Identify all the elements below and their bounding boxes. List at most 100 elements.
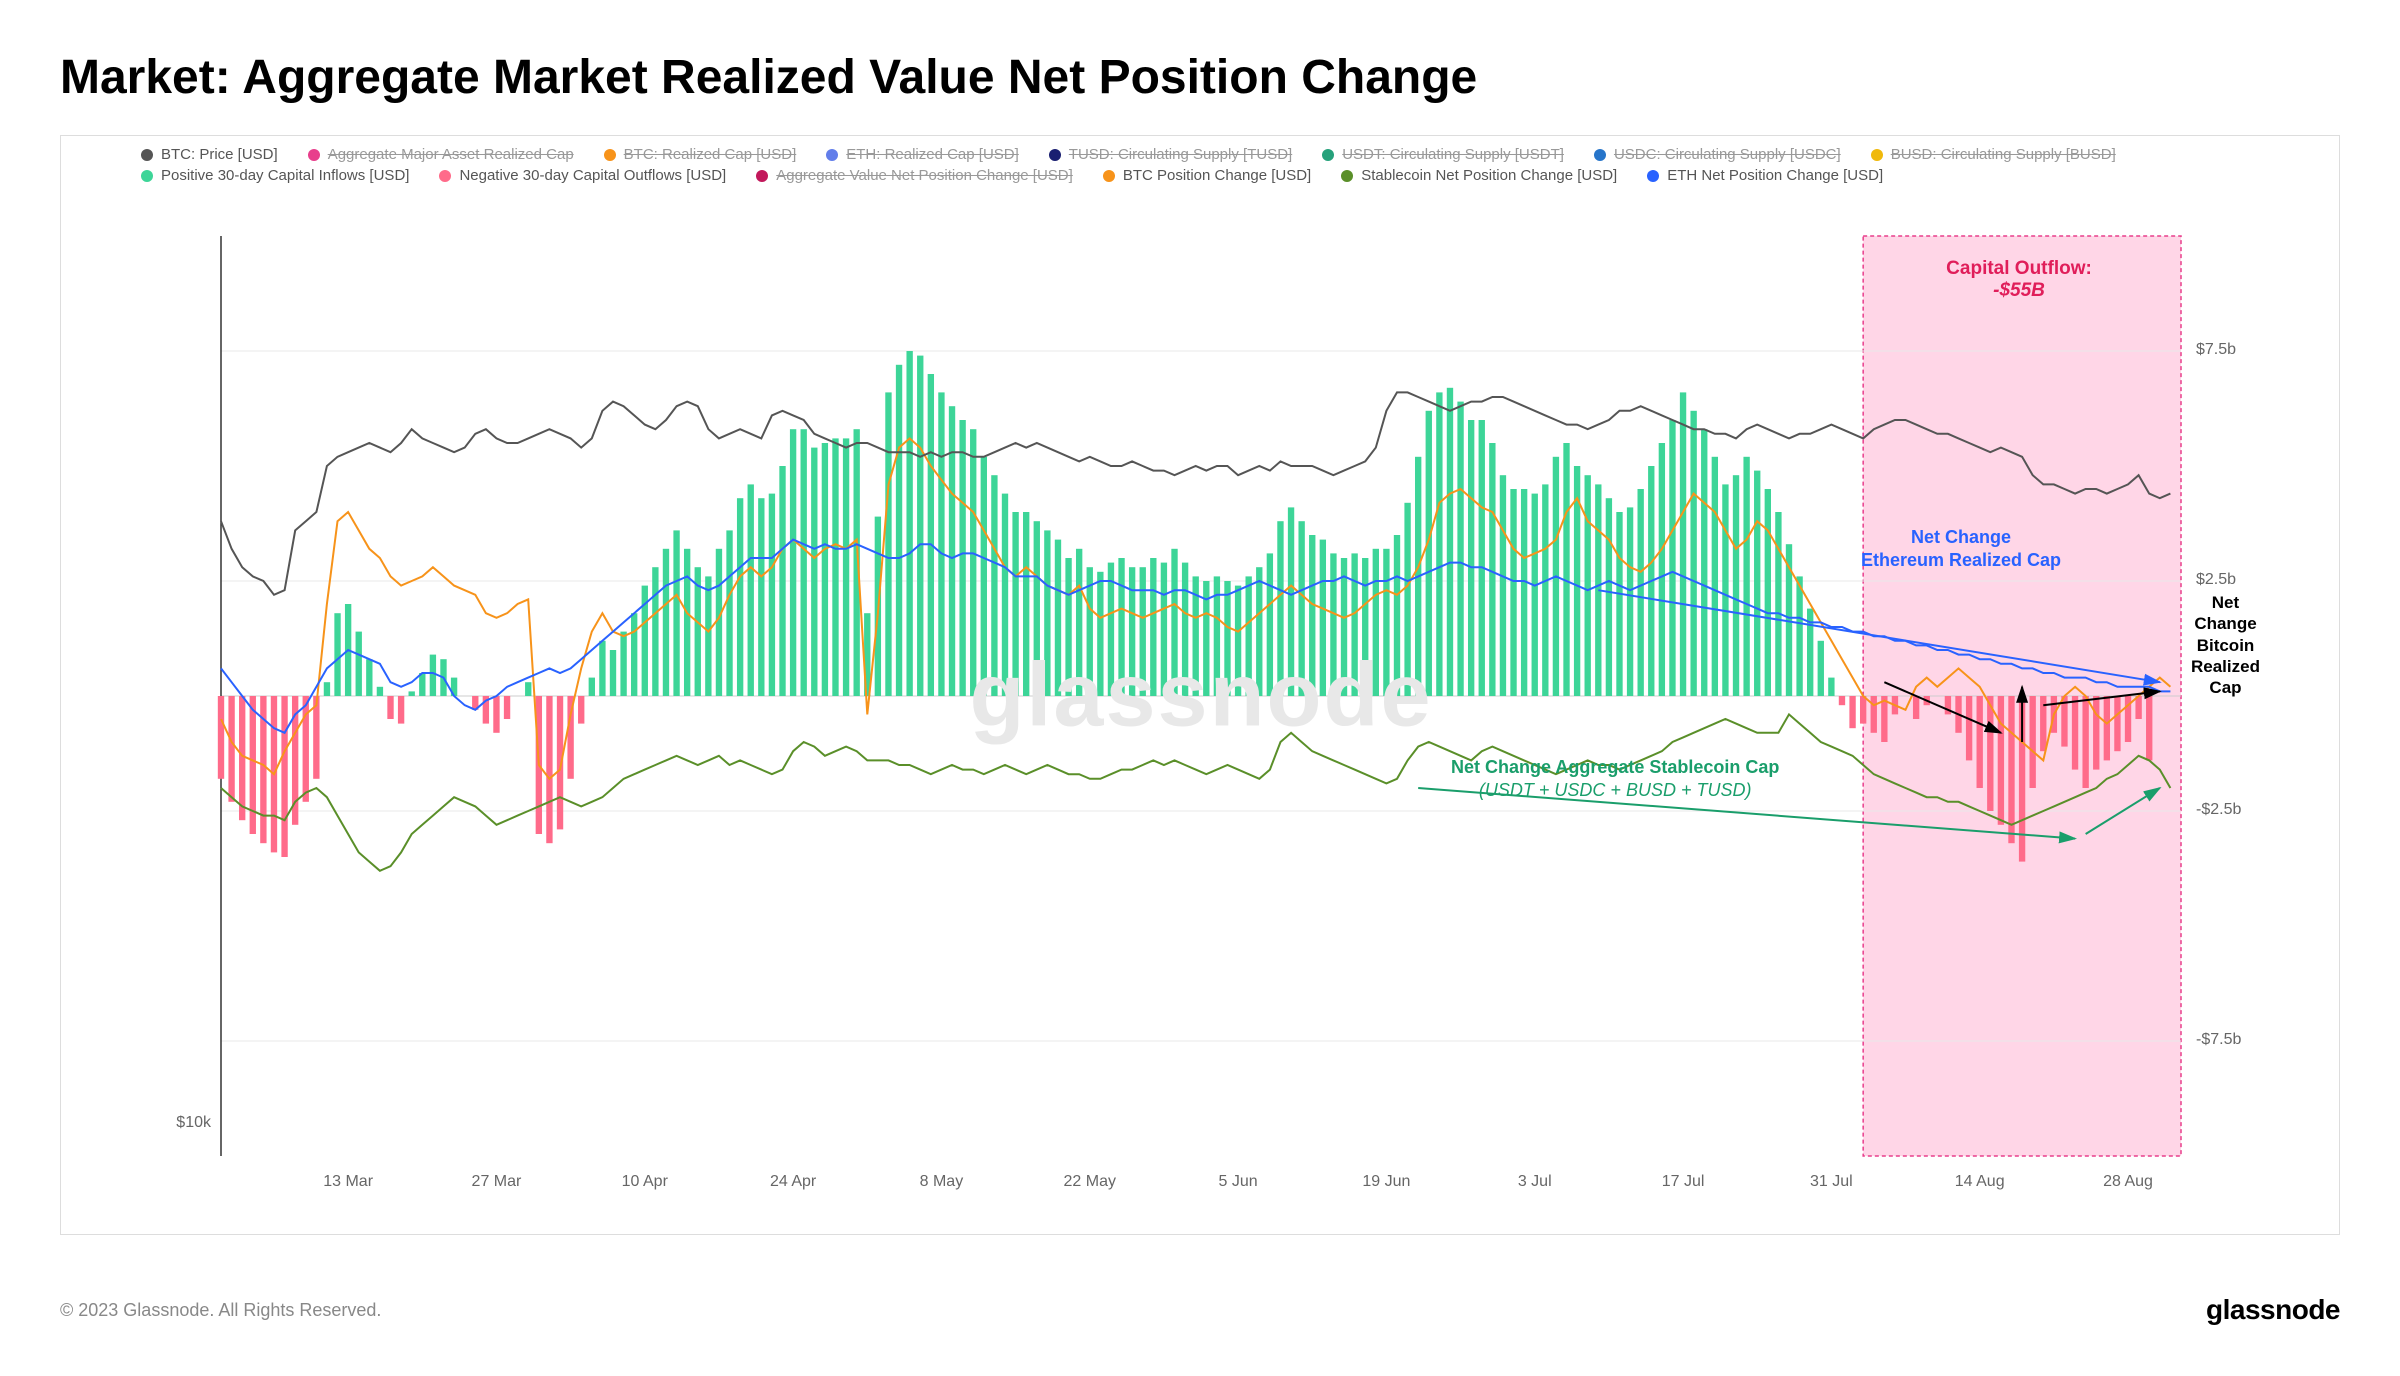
chart-container: BTC: Price [USD] Aggregate Major Asset Re…	[60, 135, 2340, 1235]
bar	[1065, 558, 1071, 696]
legend-item[interactable]: Aggregate Value Net Position Change [USD…	[756, 167, 1073, 184]
legend-label: Positive 30-day Capital Inflows [USD]	[161, 167, 409, 184]
legend-label: BTC Position Change [USD]	[1123, 167, 1311, 184]
legend-label: Negative 30-day Capital Outflows [USD]	[459, 167, 726, 184]
bar	[356, 632, 362, 696]
y-right-tick-label: $7.5b	[2196, 341, 2266, 359]
bar	[1341, 558, 1347, 696]
bar	[1966, 696, 1972, 760]
bar	[1245, 576, 1251, 696]
y-left-tick-label: $10k	[161, 1114, 211, 1132]
bar	[525, 682, 531, 696]
bar	[906, 351, 912, 696]
bar	[1860, 696, 1866, 724]
bar	[1796, 576, 1802, 696]
legend-item[interactable]: USDC: Circulating Supply [USDC]	[1594, 146, 1841, 163]
bar	[2114, 696, 2120, 751]
legend-item[interactable]: Negative 30-day Capital Outflows [USD]	[439, 167, 726, 184]
bar	[1267, 553, 1273, 696]
bar	[1161, 563, 1167, 696]
page-title: Market: Aggregate Market Realized Value …	[60, 50, 2340, 105]
bar	[1489, 443, 1495, 696]
bar	[1818, 641, 1824, 696]
bar	[981, 457, 987, 696]
bar	[334, 613, 340, 696]
bar	[250, 696, 256, 834]
bar	[1023, 512, 1029, 696]
bar	[1097, 572, 1103, 696]
bar	[822, 443, 828, 696]
legend-item[interactable]: TUSD: Circulating Supply [TUSD]	[1049, 146, 1292, 163]
bar	[758, 498, 764, 696]
bar	[779, 466, 785, 696]
x-tick-label: 5 Jun	[1219, 1173, 1258, 1191]
legend-item[interactable]: USDT: Circulating Supply [USDT]	[1322, 146, 1564, 163]
bar	[684, 549, 690, 696]
bar	[1987, 696, 1993, 811]
bar	[1627, 507, 1633, 696]
bar	[1913, 696, 1919, 719]
bar	[398, 696, 404, 724]
bar	[1765, 489, 1771, 696]
bar	[673, 530, 679, 696]
legend-item[interactable]: ETH Net Position Change [USD]	[1647, 167, 1883, 184]
plot-svg	[221, 236, 2181, 1156]
bar	[2029, 696, 2035, 788]
bar	[991, 475, 997, 696]
bar	[1585, 475, 1591, 696]
bar	[1171, 549, 1177, 696]
plot-area: glassnode 13 Mar27 Mar10 Apr24 Apr8 May2…	[221, 236, 2181, 1156]
bar	[1722, 484, 1728, 696]
bar	[1680, 392, 1686, 696]
bar	[1224, 581, 1230, 696]
bar	[2104, 696, 2110, 760]
bar	[970, 429, 976, 696]
bar	[1479, 420, 1485, 696]
bar	[1362, 558, 1368, 696]
legend-item[interactable]: BTC Position Change [USD]	[1103, 167, 1311, 184]
legend-item[interactable]: Stablecoin Net Position Change [USD]	[1341, 167, 1617, 184]
x-tick-label: 28 Aug	[2103, 1173, 2153, 1191]
bar	[1637, 489, 1643, 696]
bar	[811, 448, 817, 696]
x-tick-label: 22 May	[1064, 1173, 1116, 1191]
bar	[832, 438, 838, 696]
y-right-tick-label: -$2.5b	[2196, 801, 2266, 819]
bar	[1309, 535, 1315, 696]
bar	[1828, 678, 1834, 696]
legend-item[interactable]: BTC: Realized Cap [USD]	[604, 146, 797, 163]
x-tick-label: 8 May	[920, 1173, 964, 1191]
bar	[885, 392, 891, 696]
bar	[1701, 429, 1707, 696]
copyright: © 2023 Glassnode. All Rights Reserved.	[60, 1300, 381, 1321]
bar	[578, 696, 584, 724]
x-tick-label: 31 Jul	[1810, 1173, 1853, 1191]
legend: BTC: Price [USD] Aggregate Major Asset Re…	[61, 136, 2339, 192]
legend-dot	[1871, 149, 1883, 161]
bar	[228, 696, 234, 802]
legend-item[interactable]: BUSD: Circulating Supply [BUSD]	[1871, 146, 2116, 163]
legend-item[interactable]: Aggregate Major Asset Realized Cap	[308, 146, 574, 163]
legend-label: ETH Net Position Change [USD]	[1667, 167, 1883, 184]
legend-dot	[141, 170, 153, 182]
bar	[589, 678, 595, 696]
bar	[938, 392, 944, 696]
bar	[843, 438, 849, 696]
bar	[917, 356, 923, 696]
legend-dot	[1103, 170, 1115, 182]
bar	[1616, 512, 1622, 696]
bar	[801, 429, 807, 696]
legend-item[interactable]: Positive 30-day Capital Inflows [USD]	[141, 167, 409, 184]
bar	[1320, 540, 1326, 696]
bar	[949, 406, 955, 696]
legend-dot	[826, 149, 838, 161]
bar	[1076, 549, 1082, 696]
outflow-annotation: Capital Outflow: -$55B	[1899, 258, 2139, 302]
bar	[1532, 494, 1538, 696]
bar	[1881, 696, 1887, 742]
bar	[769, 494, 775, 696]
legend-item[interactable]: BTC: Price [USD]	[141, 146, 278, 163]
bar	[504, 696, 510, 719]
legend-item[interactable]: ETH: Realized Cap [USD]	[826, 146, 1019, 163]
legend-dot	[1594, 149, 1606, 161]
